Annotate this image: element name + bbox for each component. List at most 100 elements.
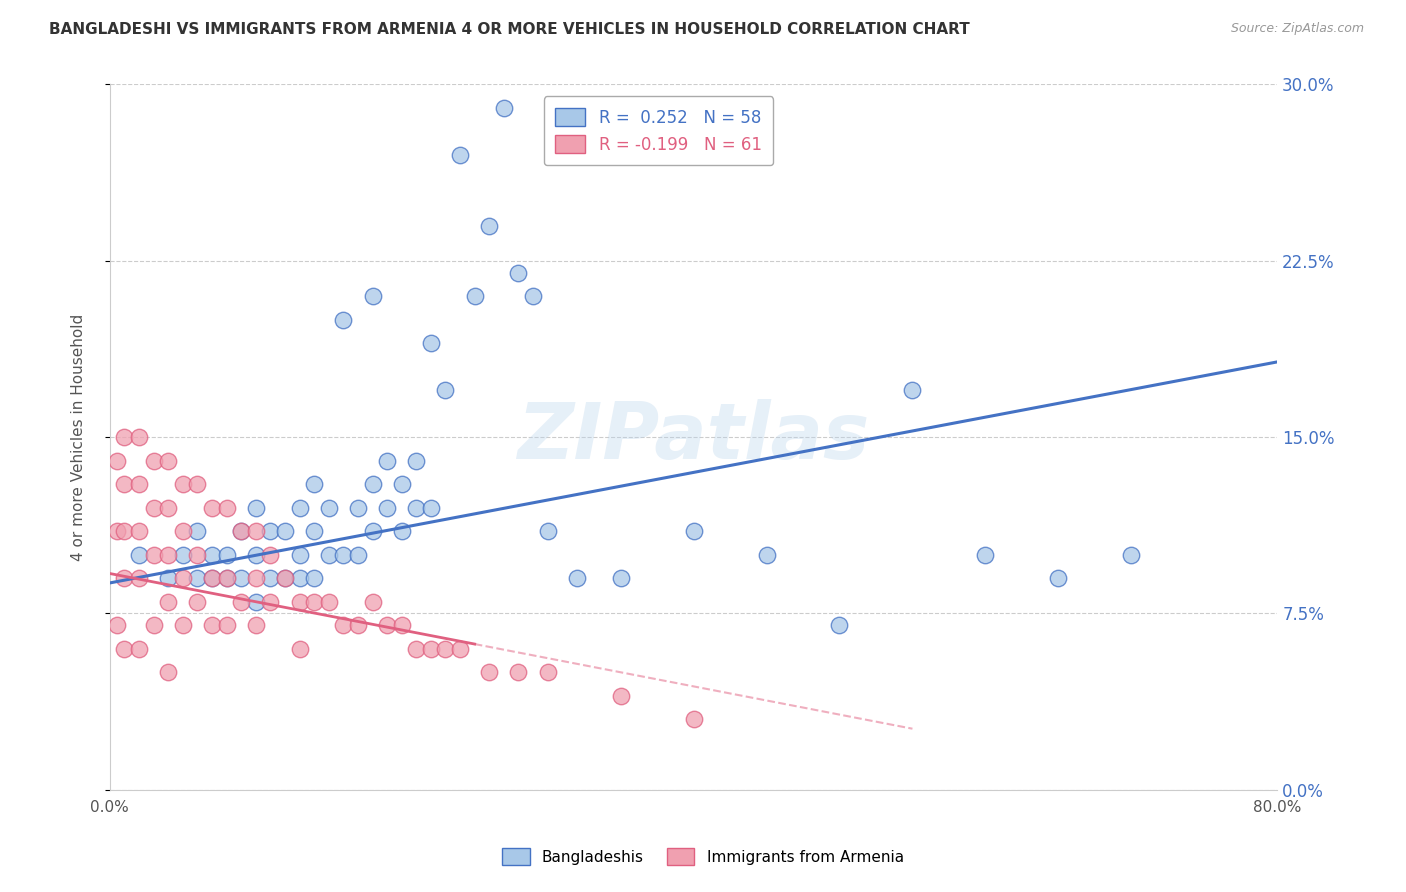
Point [157,571,180,585]
Point [391,524,413,539]
Point [231,595,253,609]
Point [302,595,325,609]
Point [332,618,354,632]
Point [347,500,370,515]
Point [172,618,194,632]
Point [215,571,238,585]
Point [231,571,253,585]
Point [172,477,194,491]
Point [105,618,128,632]
Point [128,524,150,539]
Point [231,524,253,539]
Point [128,430,150,444]
Point [434,383,457,397]
Point [361,289,384,303]
Point [347,548,370,562]
Point [142,618,165,632]
Point [391,477,413,491]
Point [478,665,501,680]
Point [114,430,136,444]
Point [288,548,311,562]
Legend: Bangladeshis, Immigrants from Armenia: Bangladeshis, Immigrants from Armenia [496,842,910,871]
Point [259,548,281,562]
Point [274,571,297,585]
Point [186,548,208,562]
Point [449,641,471,656]
Point [492,101,515,115]
Point [186,524,208,539]
Point [419,500,441,515]
Point [172,548,194,562]
Point [405,500,427,515]
Point [172,524,194,539]
Text: BANGLADESHI VS IMMIGRANTS FROM ARMENIA 4 OR MORE VEHICLES IN HOUSEHOLD CORRELATI: BANGLADESHI VS IMMIGRANTS FROM ARMENIA 4… [49,22,970,37]
Point [375,500,398,515]
Point [375,453,398,467]
Point [128,641,150,656]
Point [565,571,588,585]
Point [201,571,224,585]
Point [215,500,238,515]
Point [245,571,267,585]
Point [1047,571,1070,585]
Point [157,548,180,562]
Point [302,477,325,491]
Point [901,383,924,397]
Point [274,571,297,585]
Text: ZIPatlas: ZIPatlas [517,399,870,475]
Point [128,571,150,585]
Point [419,336,441,351]
Point [609,689,631,703]
Point [157,500,180,515]
Point [231,524,253,539]
Point [245,500,267,515]
Point [449,148,471,162]
Point [302,571,325,585]
Point [361,477,384,491]
Point [215,618,238,632]
Point [536,524,558,539]
Text: Source: ZipAtlas.com: Source: ZipAtlas.com [1230,22,1364,36]
Point [609,571,631,585]
Point [508,266,530,280]
Point [536,665,558,680]
Point [157,595,180,609]
Point [259,571,281,585]
Point [142,548,165,562]
Point [114,641,136,656]
Point [682,524,704,539]
Point [405,641,427,656]
Point [318,548,340,562]
Point [347,618,370,632]
Point [361,595,384,609]
Point [186,571,208,585]
Point [157,453,180,467]
Point [245,595,267,609]
Point [142,500,165,515]
Point [105,524,128,539]
Point [201,548,224,562]
Point [332,312,354,326]
Point [375,618,398,632]
Point [245,524,267,539]
Point [128,477,150,491]
Point [828,618,851,632]
Legend: R =  0.252   N = 58, R = -0.199   N = 61: R = 0.252 N = 58, R = -0.199 N = 61 [544,96,773,165]
Point [318,500,340,515]
Point [478,219,501,233]
Point [259,595,281,609]
Point [682,712,704,726]
Point [391,618,413,632]
Point [288,500,311,515]
Point [201,618,224,632]
Point [332,548,354,562]
Point [419,641,441,656]
Point [288,641,311,656]
Point [142,453,165,467]
Point [508,665,530,680]
Point [464,289,486,303]
Point [215,571,238,585]
Point [186,477,208,491]
Point [361,524,384,539]
Point [405,453,427,467]
